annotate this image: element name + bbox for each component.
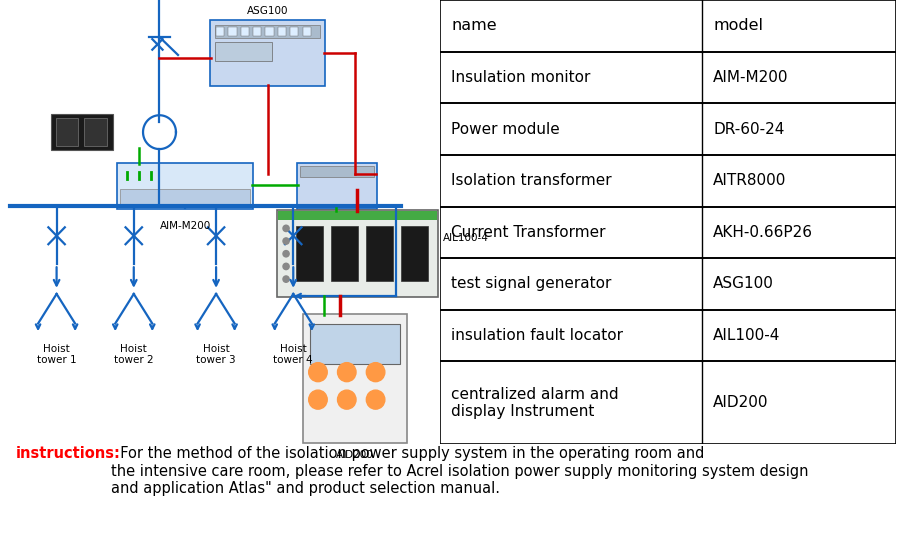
Text: Current Transformer: Current Transformer <box>451 225 605 240</box>
FancyBboxPatch shape <box>56 118 78 146</box>
Text: test signal generator: test signal generator <box>451 277 611 292</box>
Text: AIM-M200: AIM-M200 <box>160 221 210 231</box>
Circle shape <box>366 390 384 409</box>
Text: AIL100-4: AIL100-4 <box>713 328 780 343</box>
Bar <box>439 207 895 258</box>
Text: Hoist
tower 2: Hoist tower 2 <box>114 343 153 365</box>
Circle shape <box>366 363 384 381</box>
FancyBboxPatch shape <box>84 118 107 146</box>
Text: Isolation transformer: Isolation transformer <box>451 173 612 188</box>
FancyBboxPatch shape <box>296 226 323 281</box>
Text: Power module: Power module <box>451 121 559 136</box>
Bar <box>439 362 895 444</box>
Text: Hoist
tower 4: Hoist tower 4 <box>273 343 313 365</box>
FancyBboxPatch shape <box>241 27 249 36</box>
FancyBboxPatch shape <box>277 210 437 297</box>
FancyBboxPatch shape <box>265 27 273 36</box>
Text: DR-60-24: DR-60-24 <box>713 121 784 136</box>
FancyBboxPatch shape <box>228 27 236 36</box>
Circle shape <box>282 250 289 257</box>
Text: model: model <box>713 18 762 33</box>
FancyBboxPatch shape <box>290 27 298 36</box>
Circle shape <box>282 263 289 270</box>
Text: AIM-M200: AIM-M200 <box>713 70 788 85</box>
Bar <box>439 0 895 52</box>
Text: AIL100-4: AIL100-4 <box>442 233 488 243</box>
FancyBboxPatch shape <box>297 163 376 209</box>
FancyBboxPatch shape <box>366 226 392 281</box>
Text: ASG100: ASG100 <box>713 277 773 292</box>
FancyBboxPatch shape <box>216 27 224 36</box>
FancyBboxPatch shape <box>253 27 261 36</box>
Text: centralized alarm and
display Instrument: centralized alarm and display Instrument <box>451 387 618 419</box>
FancyBboxPatch shape <box>215 25 319 38</box>
Bar <box>439 258 895 310</box>
FancyBboxPatch shape <box>120 189 250 204</box>
FancyBboxPatch shape <box>302 27 310 36</box>
FancyBboxPatch shape <box>117 163 253 209</box>
Circle shape <box>282 238 289 244</box>
FancyBboxPatch shape <box>209 20 325 86</box>
Circle shape <box>282 225 289 232</box>
FancyBboxPatch shape <box>309 324 400 364</box>
FancyBboxPatch shape <box>300 166 373 177</box>
Circle shape <box>308 390 327 409</box>
Bar <box>439 103 895 155</box>
FancyBboxPatch shape <box>400 226 428 281</box>
Bar <box>439 52 895 103</box>
Circle shape <box>308 363 327 381</box>
Text: AID200: AID200 <box>713 395 768 410</box>
Bar <box>439 310 895 362</box>
Text: insulation fault locator: insulation fault locator <box>451 328 622 343</box>
Bar <box>439 155 895 207</box>
Text: Hoist
tower 1: Hoist tower 1 <box>37 343 77 365</box>
Text: AID200: AID200 <box>336 450 373 461</box>
Circle shape <box>337 390 355 409</box>
FancyBboxPatch shape <box>302 314 407 443</box>
FancyBboxPatch shape <box>278 211 437 220</box>
FancyBboxPatch shape <box>278 27 286 36</box>
FancyBboxPatch shape <box>331 226 358 281</box>
FancyBboxPatch shape <box>215 42 272 62</box>
Text: Insulation monitor: Insulation monitor <box>451 70 590 85</box>
Text: AITR8000: AITR8000 <box>713 173 786 188</box>
Text: ASG100: ASG100 <box>246 6 288 16</box>
Text: name: name <box>451 18 496 33</box>
Text: AKH-0.66P26: AKH-0.66P26 <box>713 225 813 240</box>
Text: Hoist
tower 3: Hoist tower 3 <box>196 343 235 365</box>
Circle shape <box>337 363 355 381</box>
Text: For the method of the isolation power supply system in the operating room and
th: For the method of the isolation power su… <box>111 446 807 496</box>
FancyBboxPatch shape <box>51 114 113 150</box>
Text: instructions:: instructions: <box>16 446 121 461</box>
Circle shape <box>282 276 289 282</box>
